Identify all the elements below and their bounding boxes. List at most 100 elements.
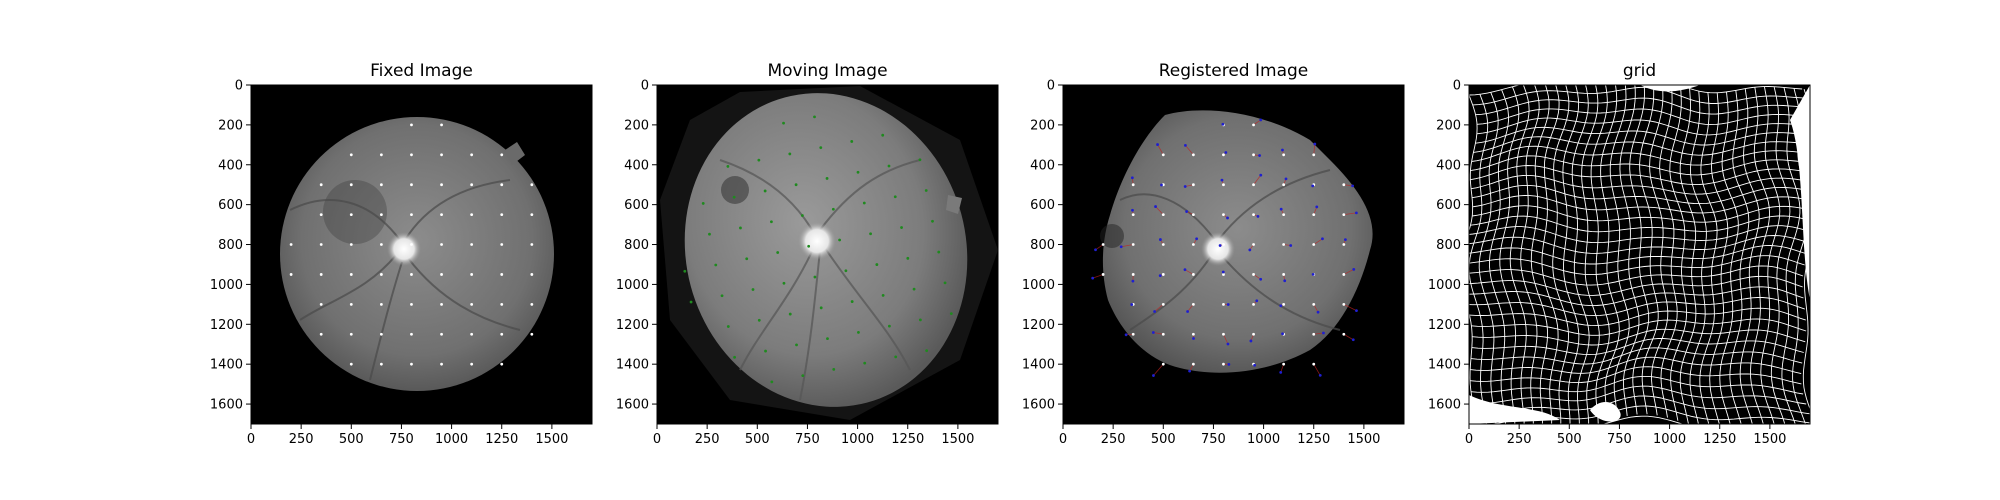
grid-line-vertical [1629, 85, 1650, 415]
macula [1100, 224, 1124, 248]
landmark-point [1252, 302, 1255, 306]
landmark-point [770, 220, 773, 224]
registered-point [1256, 214, 1260, 218]
displacement-line [1343, 212, 1357, 216]
registered-point [1226, 303, 1230, 306]
x-tick-label: 250 [289, 432, 314, 447]
registered-point [1158, 274, 1162, 278]
displacement-line [1343, 303, 1357, 311]
grid-line-vertical [1541, 85, 1560, 424]
landmark-point [1252, 273, 1255, 276]
grid-line-vertical [1729, 90, 1750, 424]
registered-point [1351, 338, 1355, 342]
landmark-point [410, 183, 413, 187]
x-tick-label: 1500 [941, 432, 974, 447]
y-tick-label: 0 [1047, 79, 1055, 94]
landmark-point [410, 302, 413, 306]
landmark-point [1191, 273, 1195, 276]
landmark-point [1161, 302, 1165, 306]
registered-point [1322, 331, 1325, 335]
grid-line-vertical [1649, 85, 1669, 416]
x-tick-label: 1500 [535, 432, 568, 447]
axes-frame [1062, 84, 1405, 425]
grid-line-vertical [1600, 85, 1620, 422]
landmark-point [800, 214, 804, 217]
landmark-point [530, 213, 534, 217]
grid-line-horizontal [1472, 195, 1810, 214]
registered-point [1185, 210, 1188, 213]
x-tick-label: 500 [1557, 432, 1582, 447]
landmark-point [770, 380, 774, 384]
landmark-point [500, 153, 504, 157]
displacement-line [1184, 269, 1194, 275]
landmark-point [500, 183, 504, 187]
y-tick-label: 1400 [210, 358, 243, 373]
landmark-point [1191, 332, 1195, 336]
grid-line-horizontal [1471, 338, 1804, 356]
landmark-point [319, 243, 323, 246]
y-tick-label: 800 [218, 238, 243, 253]
landmark-point [1161, 213, 1165, 217]
grid-line-horizontal [1470, 165, 1810, 186]
landmark-point [500, 243, 504, 246]
landmark-point [726, 164, 730, 168]
landmark-point [1282, 213, 1286, 217]
grid-line-horizontal [1470, 155, 1808, 176]
landmark-point [530, 183, 534, 187]
y-tick-label: 400 [1436, 158, 1461, 173]
grid-line-vertical [1639, 85, 1659, 415]
registered-point [1152, 374, 1155, 377]
landmark-point [1191, 153, 1195, 157]
grid-line-horizontal [1471, 318, 1807, 336]
grid-line-horizontal [1469, 85, 1803, 96]
landmark-point [1131, 213, 1135, 217]
x-tick-label: 750 [1201, 432, 1226, 447]
grid-line-horizontal [1469, 255, 1805, 276]
grid-line-horizontal [1472, 385, 1807, 405]
landmark-point [1222, 302, 1225, 306]
y-tick-label: 1200 [616, 318, 649, 333]
landmark-point [1161, 153, 1165, 157]
landmark-point [379, 183, 383, 187]
y-tick-label: 1000 [616, 278, 649, 293]
registered-point [1158, 238, 1162, 241]
landmark-point [714, 263, 718, 267]
landmark-point [881, 293, 885, 297]
landmark-point [1282, 153, 1286, 157]
landmark-point [1222, 273, 1225, 276]
landmark-point [289, 243, 293, 246]
landmark-point [1101, 243, 1105, 246]
landmark-point [888, 324, 891, 328]
grid-line-horizontal [1469, 286, 1804, 307]
grid-line-vertical [1699, 92, 1718, 424]
landmark-point [1342, 273, 1346, 276]
landmark-point [732, 195, 736, 199]
grid-fold [1640, 85, 1700, 92]
landmark-point [1342, 183, 1346, 187]
grid-line-vertical [1509, 85, 1530, 424]
grid-line-horizontal [1471, 174, 1810, 195]
landmark-point [1101, 273, 1105, 276]
landmark-point [937, 250, 941, 254]
displacement-line [1253, 274, 1261, 280]
landmark-point [349, 153, 353, 157]
registered-point [1227, 363, 1231, 366]
y-tick-label: 1200 [1428, 318, 1461, 333]
landmark-point [470, 243, 474, 246]
y-tick-label: 1600 [210, 398, 243, 413]
displacement-line [1153, 332, 1164, 335]
landmark-point [794, 183, 798, 187]
displacement-line [1153, 363, 1164, 376]
landmark-point [925, 349, 929, 353]
landmark-point [1312, 213, 1316, 217]
landmark-point [1161, 243, 1165, 246]
y-tick-label: 0 [641, 79, 649, 94]
landmark-point [801, 374, 805, 378]
landmark-point [720, 294, 724, 298]
y-tick-label: 400 [624, 158, 649, 173]
warped-fundus [1102, 110, 1373, 373]
landmark-point [918, 158, 922, 162]
y-tick-label: 0 [1453, 79, 1461, 94]
grid-line-horizontal [1473, 136, 1807, 156]
displacement-line [1343, 333, 1354, 341]
